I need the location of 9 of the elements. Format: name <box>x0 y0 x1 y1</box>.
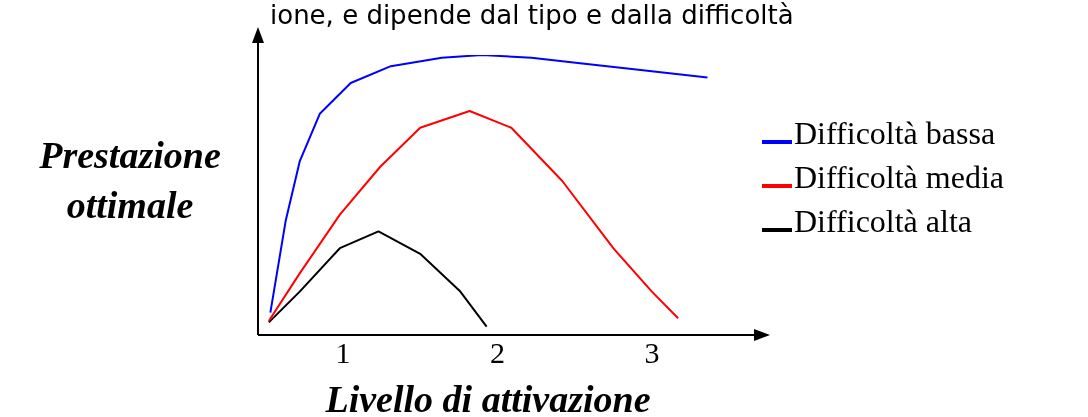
legend-label: Difficoltà media <box>794 159 1004 196</box>
text: ione, e dipende dal tipo e dalla difficoltà <box>270 0 794 30</box>
x-tick-label: 3 <box>644 335 660 369</box>
legend-label: Difficoltà bassa <box>794 115 996 152</box>
legend-label: Difficoltà alta <box>794 203 972 240</box>
x-tick-label: 2 <box>489 335 505 369</box>
x-axis-title: Livello di attivazione <box>324 377 652 417</box>
y-axis-title: Prestazione ottimale <box>38 133 222 228</box>
x-tick-label: 1 <box>335 335 351 369</box>
